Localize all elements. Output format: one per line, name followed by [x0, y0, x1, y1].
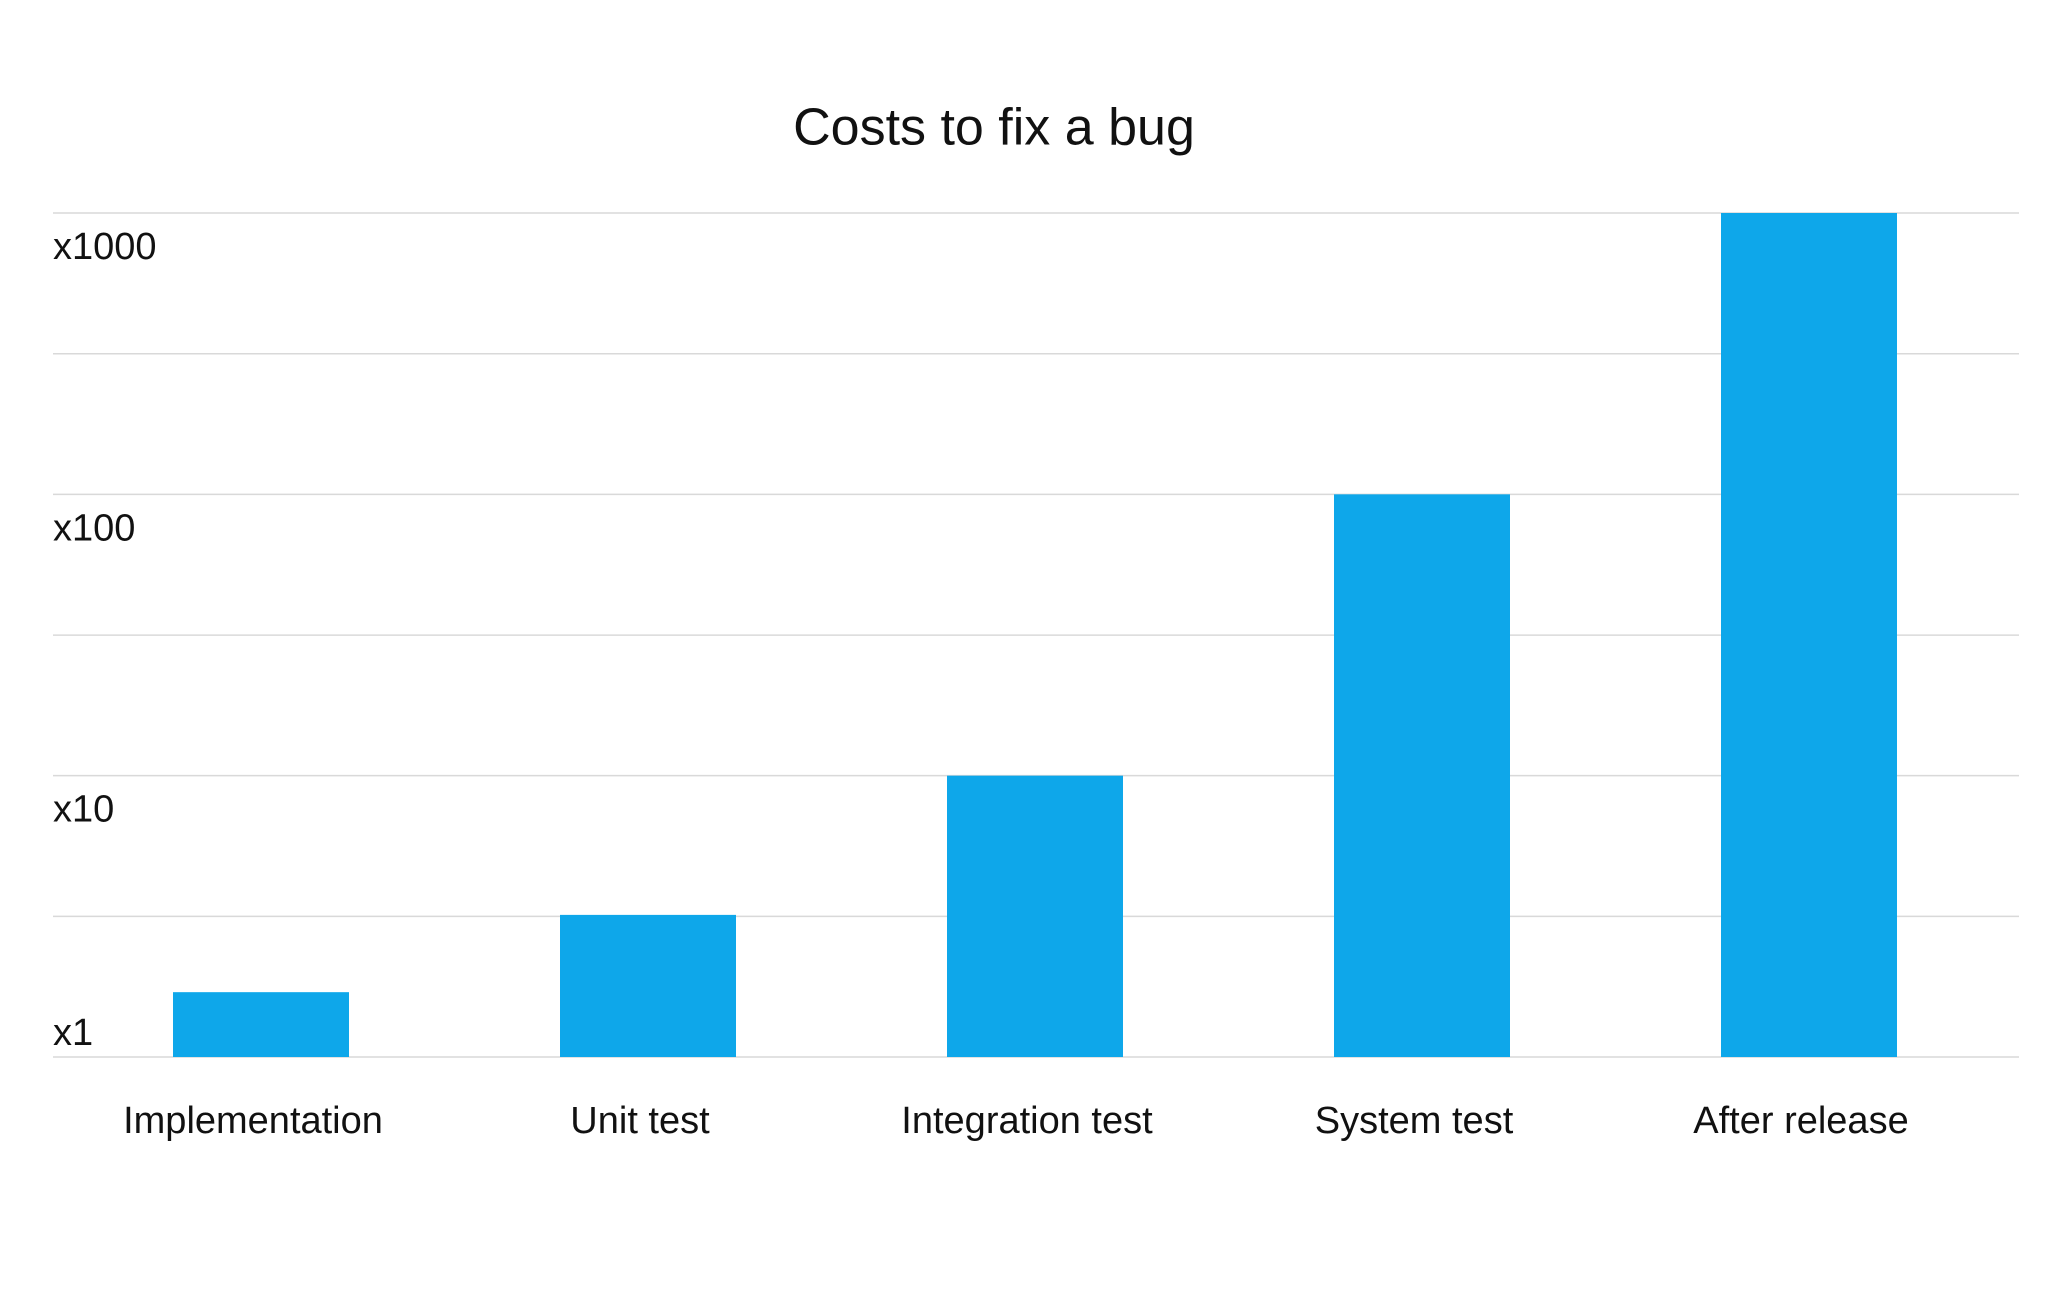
bar	[1721, 213, 1897, 1057]
y-tick-label: x1000	[53, 226, 157, 268]
x-tick-label: System test	[1315, 1100, 1514, 1142]
y-tick-label: x10	[53, 789, 114, 831]
chart-title: Costs to fix a bug	[793, 99, 1195, 157]
bar	[560, 914, 736, 1057]
x-tick-label: After release	[1693, 1100, 1908, 1142]
x-tick-label: Integration test	[901, 1100, 1153, 1142]
bar	[1334, 494, 1510, 1057]
y-tick-label: x100	[53, 507, 135, 549]
bar	[173, 992, 349, 1057]
y-tick-label: x1	[53, 1012, 93, 1054]
x-tick-label: Implementation	[123, 1100, 383, 1142]
x-tick-label: Unit test	[570, 1100, 710, 1142]
bar	[947, 775, 1123, 1057]
